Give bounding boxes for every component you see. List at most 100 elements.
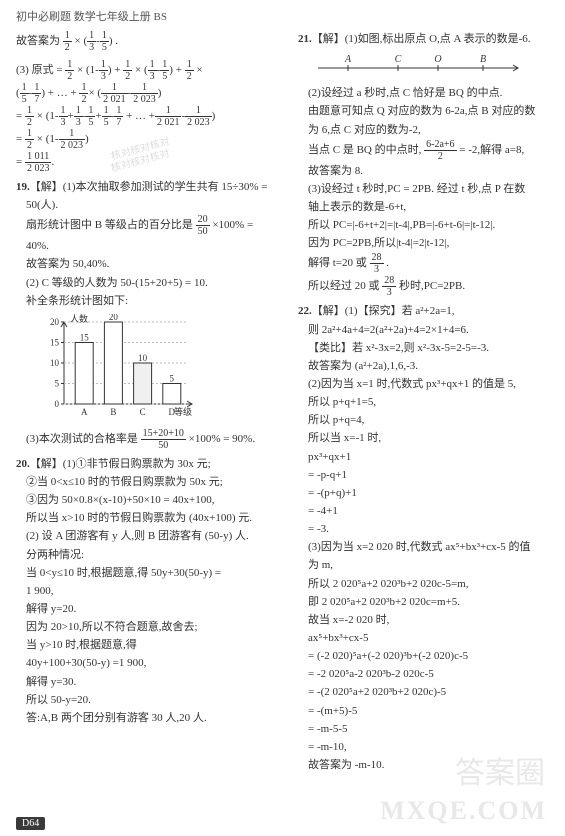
fraction: 12 (123, 59, 132, 82)
line: 所以当 x>10 时的节假日购票款为 (40x+100) 元. (16, 509, 274, 527)
line: 故当 x=-2 020 时, (298, 611, 558, 629)
fraction: 15 (160, 59, 169, 82)
line: px³+qx+1 (298, 448, 558, 466)
line: = -(m+5)-5 (298, 702, 558, 720)
line: 故答案为 8. (298, 162, 558, 180)
text: = (16, 133, 25, 145)
svg-text:等级: 等级 (174, 406, 192, 417)
line: 即 2 020⁵a+2 020³b+2 020c=m+5. (298, 593, 558, 611)
line: 解得 y=20. (16, 600, 274, 618)
svg-text:B: B (110, 407, 116, 417)
text: × (77, 64, 86, 76)
fraction: 12 023 (131, 82, 158, 105)
line: 所以当 x=-1 时, (298, 429, 558, 447)
fraction: 15 (100, 30, 109, 53)
line: (2)设经过 a 秒时,点 C 恰好是 BQ 的中点. (298, 84, 558, 102)
line: 故答案为 -m-10. (298, 756, 558, 774)
line: (2) 设 A 团游客有 y 人,则 B 团游客有 (50-y) 人. (16, 527, 274, 545)
line: = -2 020⁵a-2 020³b-2 020c-5 (298, 665, 558, 683)
q-number: 21. (298, 33, 312, 45)
svg-text:15: 15 (80, 332, 90, 342)
line: ③因为 50×0.8×(x-10)+50×10 = 40x+100, (16, 491, 274, 509)
fraction: 12 (25, 105, 34, 128)
svg-text:10: 10 (138, 353, 148, 363)
line: (2)因为当 x=1 时,代数式 px³+qx+1 的值是 5, (298, 375, 558, 393)
svg-text:A: A (344, 54, 352, 65)
line: 解得 t=20 或 283 . (298, 252, 558, 275)
line: = -(2 020⁵a+2 020³b+2 020c)-5 (298, 683, 558, 701)
columns: 故答案为 12 × (13-15) . (3) 原式 = 12 × (1-13)… (16, 30, 555, 774)
text: = (16, 110, 25, 122)
line: (3)本次测试的合格率是 15+20+1050 ×100% = 90%. (16, 428, 274, 451)
svg-text:10: 10 (50, 358, 60, 368)
line: 1 900, (16, 582, 274, 600)
svg-text:C: C (140, 407, 146, 417)
text: (3) 原式 = (16, 64, 65, 76)
q-number: 20. (16, 458, 30, 470)
svg-text:0: 0 (55, 399, 60, 409)
fraction: 12 (185, 59, 194, 82)
line: = 12 × (1-12 023) (16, 128, 274, 151)
line: 所以 p+q=4, (298, 411, 558, 429)
line: 则 2a²+4a+4=2(a²+2a)+4=2×1+4=6. (298, 321, 558, 339)
svg-text:20: 20 (50, 317, 60, 327)
line: ②当 0<x≤10 时的节假日购票款为 50x 元; (16, 473, 274, 491)
line: 所以经过 20 或 283 秒时,PC=2PB. (298, 275, 558, 298)
line: = -m-10, (298, 738, 558, 756)
text: + (176, 64, 185, 76)
text: × (75, 35, 81, 47)
line: 所以 p+q+1=5, (298, 393, 558, 411)
fraction: 12 (63, 30, 72, 53)
fraction: 15 (20, 82, 29, 105)
svg-text:5: 5 (170, 373, 175, 383)
line: = 12 × (1-13+13-15+15-17 + … +12 021-12 … (16, 105, 274, 128)
watermark-logo: MXQE.COM (380, 796, 547, 826)
line: (2) C 等级的人数为 50-(15+20+5) = 10. (16, 274, 274, 292)
left-column: 故答案为 12 × (13-15) . (3) 原式 = 12 × (1-13)… (16, 30, 274, 774)
q-number: 19. (16, 181, 30, 193)
line: 故答案为 (a²+2a),1,6,-3. (298, 357, 558, 375)
fraction: 12 (25, 128, 34, 151)
line: (3) 原式 = 12 × (1-13) + 12 × (13-15) + 12… (16, 59, 274, 82)
q22: 22.【解】(1)【探究】若 a²+2a=1, (298, 302, 558, 320)
fraction: 17 (32, 82, 41, 105)
bar-chart: 05101520人数15A20B10C5D等级 (36, 314, 274, 424)
line: = -(p+q)+1 (298, 484, 558, 502)
line: 当点 C 是 BQ 的中点时, 6-2a+62 = -2,解得 a=8, (298, 139, 558, 162)
line: 扇形统计图中 B 等级占的百分比是 2050 ×100% = 40%. (16, 214, 274, 255)
line: 故答案为 50,40%. (16, 255, 274, 273)
line: ax⁵+bx³+cx-5 (298, 629, 558, 647)
line: 当 0<y≤10 时,根据题意,得 50y+30(50-y) = (16, 564, 274, 582)
line: = -4+1 (298, 502, 558, 520)
line: 为 m, (298, 556, 558, 574)
number-line: ACOB (308, 50, 558, 82)
svg-text:20: 20 (109, 314, 119, 322)
line: 轴上表示的数是-6+t, (298, 198, 558, 216)
line: 故答案为 12 × (13-15) . (16, 30, 274, 53)
fraction: 12 (79, 82, 88, 105)
line: = 1 0112 023. (16, 151, 274, 174)
text: × (135, 64, 144, 76)
line: = -m-5-5 (298, 720, 558, 738)
svg-text:5: 5 (55, 378, 60, 388)
line: 所以 2 020⁵a+2 020³b+2 020c-5=m, (298, 575, 558, 593)
fraction: 13 (148, 59, 157, 82)
text: × (196, 64, 202, 76)
line: 50(人). (16, 196, 274, 214)
svg-text:C: C (395, 54, 402, 65)
q-number: 22. (298, 305, 312, 317)
q20: 20.【解】(1)①非节假日购票款为 30x 元; (16, 455, 274, 473)
line: 解得 y=30. (16, 673, 274, 691)
text: 1- (90, 64, 99, 76)
right-column: 21.【解】(1)如图,标出原点 O,点 A 表示的数是-6. ACOB (2)… (298, 30, 558, 774)
text: + … + (48, 87, 80, 99)
line: (3)设经过 t 秒时,PC = 2PB. 经过 t 秒,点 P 在数 (298, 180, 558, 198)
fraction: 1 0112 023 (25, 151, 52, 174)
line: (15-17) + … + 12× (12 021-12 023) (16, 82, 274, 105)
line: 由题意可知点 Q 对应的数为 6-2a,点 B 对应的数 (298, 102, 558, 120)
line: 【类比】若 x²-3x=2,则 x²-3x-5=2-5=-3. (298, 339, 558, 357)
svg-text:15: 15 (50, 337, 60, 347)
svg-text:人数: 人数 (70, 314, 88, 324)
line: 所以 PC=|-6+t+2|=|t-4|,PB=|-6+t-6|=|t-12|. (298, 216, 558, 234)
page-header: 初中必刷题 数学七年级上册 BS (16, 8, 555, 24)
